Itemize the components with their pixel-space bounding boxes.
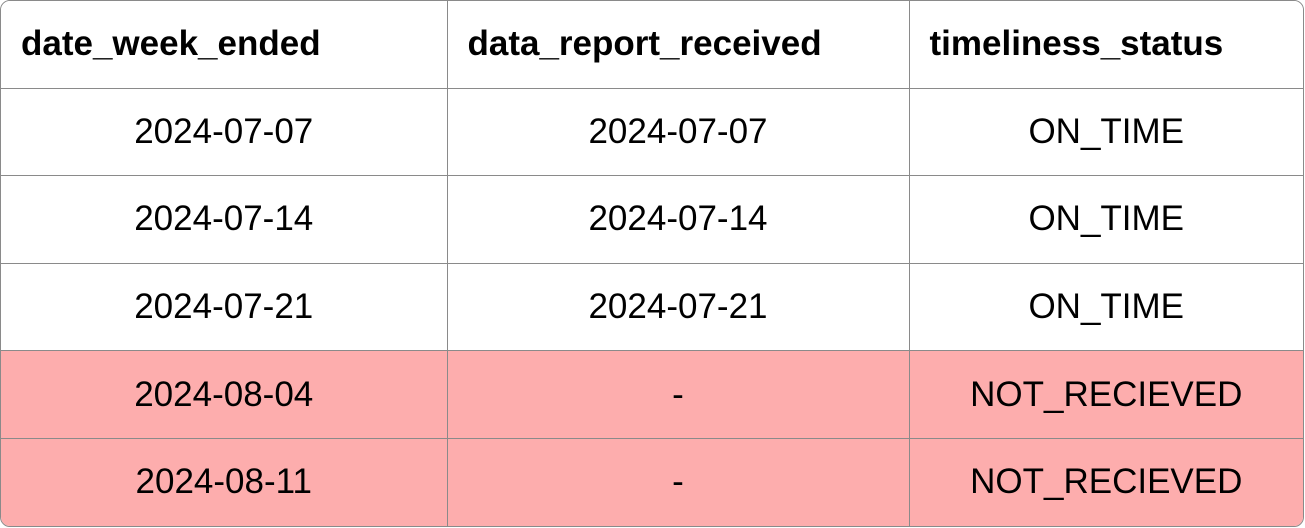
table-row: 2024-07-14 2024-07-14 ON_TIME (1, 175, 1303, 264)
cell-data-report-received: 2024-07-07 (446, 87, 910, 177)
table-row: 2024-07-21 2024-07-21 ON_TIME (1, 262, 1303, 352)
table-row-not-received: 2024-08-11 - NOT_RECIEVED (1, 437, 1303, 526)
cell-timeliness-status: NOT_RECIEVED (908, 350, 1303, 439)
cell-data-report-received: - (446, 437, 910, 526)
cell-date-week-ended: 2024-08-11 (1, 437, 448, 526)
cell-data-report-received: 2024-07-21 (446, 262, 910, 352)
cell-timeliness-status: ON_TIME (908, 262, 1303, 352)
cell-timeliness-status: ON_TIME (908, 175, 1303, 264)
cell-data-report-received: - (446, 350, 910, 439)
cell-date-week-ended: 2024-08-04 (1, 350, 448, 439)
table-row-not-received: 2024-08-04 - NOT_RECIEVED (1, 350, 1303, 439)
header-row: date_week_ended data_report_received tim… (1, 1, 1303, 89)
cell-date-week-ended: 2024-07-21 (1, 262, 448, 352)
column-header-date-week-ended: date_week_ended (1, 1, 448, 89)
cell-data-report-received: 2024-07-14 (446, 175, 910, 264)
cell-timeliness-status: NOT_RECIEVED (908, 437, 1303, 526)
column-header-data-report-received: data_report_received (446, 1, 910, 89)
cell-date-week-ended: 2024-07-07 (1, 87, 448, 177)
cell-timeliness-status: ON_TIME (908, 87, 1303, 177)
cell-date-week-ended: 2024-07-14 (1, 175, 448, 264)
table-row: 2024-07-07 2024-07-07 ON_TIME (1, 87, 1303, 177)
column-header-timeliness-status: timeliness_status (908, 1, 1303, 89)
